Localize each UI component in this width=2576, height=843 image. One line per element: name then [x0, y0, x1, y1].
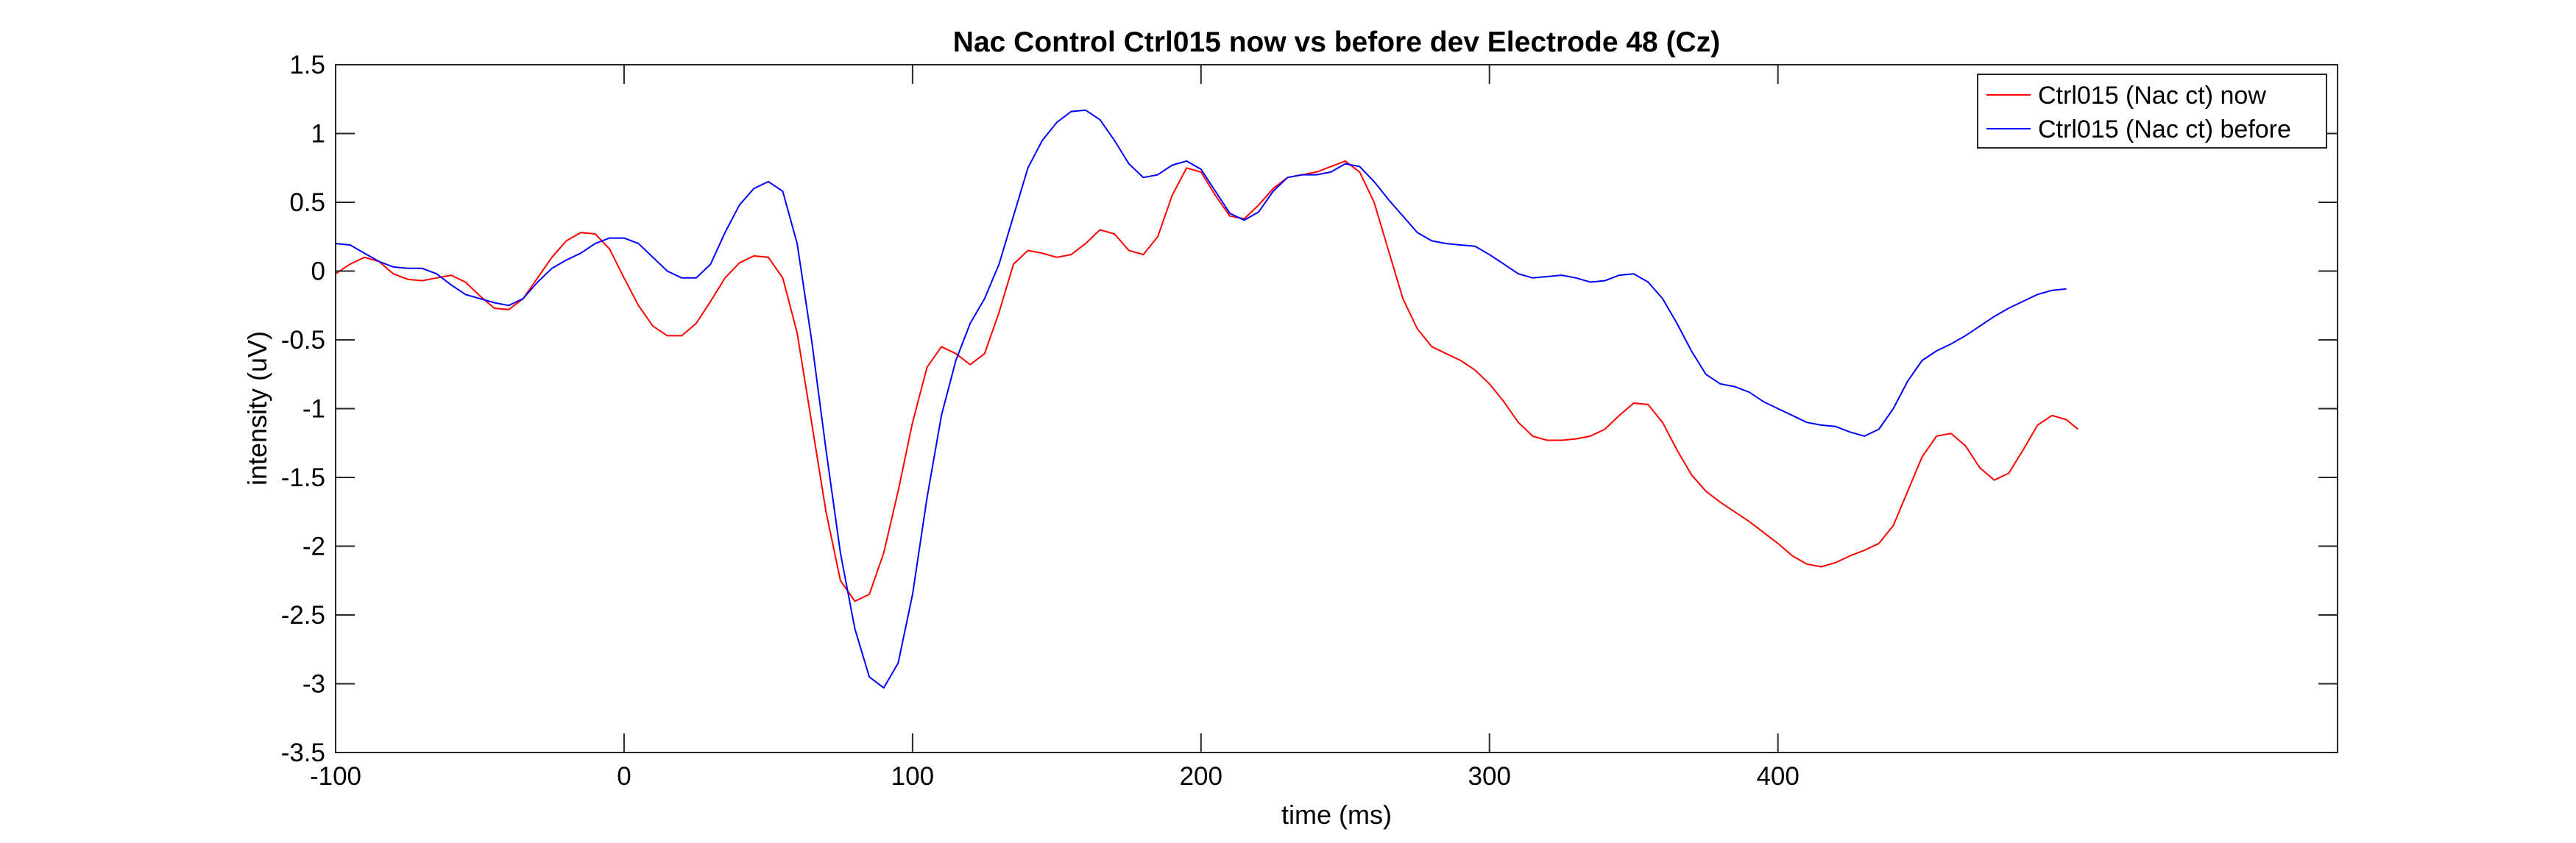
- y-tick-label: 1: [311, 120, 325, 149]
- y-tick-label: -2: [302, 533, 325, 561]
- y-tick-label: -3.5: [281, 739, 325, 767]
- series-line-1: [335, 109, 2067, 689]
- chart-title: Nac Control Ctrl015 now vs before dev El…: [953, 26, 1720, 58]
- x-tick-label: -100: [310, 762, 361, 791]
- x-tick-label: 0: [617, 762, 631, 791]
- x-tick-label: 300: [1468, 762, 1511, 791]
- x-tick-label: 200: [1180, 762, 1222, 791]
- y-tick-label: -1: [302, 395, 325, 424]
- axes-layer: -100 0 100 200 300 400 -3.5 -3 -2.5 -2 -1.5 -1 -0.5 0…: [281, 51, 2338, 791]
- y-tick-label: 0: [311, 257, 325, 286]
- y-tick-label: 1.5: [289, 51, 325, 79]
- y-tick-label: -2.5: [281, 601, 325, 630]
- legend: Ctrl015 (Nac ct) now Ctrl015 (Nac ct) bef…: [1977, 74, 2327, 149]
- series-line-0: [335, 160, 2078, 602]
- legend-entry-1: Ctrl015 (Nac ct) before: [2038, 115, 2291, 143]
- y-axis-label: intensity (uV): [242, 331, 272, 485]
- y-tick-label: -1.5: [281, 463, 325, 492]
- x-axis-label: time (ms): [1281, 800, 1392, 830]
- series-layer: [335, 109, 2078, 689]
- plot-area: [336, 65, 2338, 753]
- y-tick-label: -3: [302, 670, 325, 699]
- y-tick-label: 0.5: [289, 188, 325, 217]
- y-tick-label: -0.5: [281, 326, 325, 355]
- x-tick-label: 400: [1756, 762, 1799, 791]
- legend-box: [1977, 74, 2327, 149]
- legend-entry-0: Ctrl015 (Nac ct) now: [2038, 82, 2266, 110]
- x-tick-label: 100: [891, 762, 934, 791]
